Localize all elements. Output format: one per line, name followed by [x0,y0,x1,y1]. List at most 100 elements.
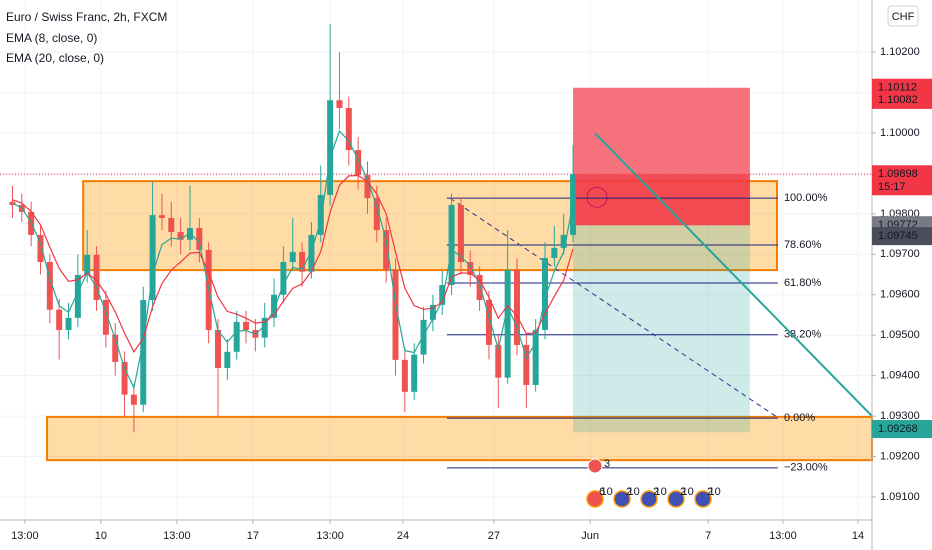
candle-body [215,329,221,368]
event-count: 6 [599,486,605,498]
candle-body [243,321,250,330]
trend-line [594,132,873,417]
event-count: 2 [653,486,659,498]
event-icon [667,490,685,508]
event-count: 10 [628,486,640,498]
event-count: 2 [707,486,713,498]
fib-label: −23.00% [784,462,828,474]
event-count: 3 [604,458,610,470]
candle-body [102,300,109,335]
candle-body [448,205,455,286]
candle-body [355,150,362,176]
candle-body [140,300,147,405]
x-tick-label: 24 [397,530,409,542]
price-label: 1.10112 [878,82,917,94]
legend-entry: EMA (8, close, 0) [6,31,97,45]
candle-body [224,351,231,368]
x-tick-label: 7 [705,530,711,542]
candle-body [308,234,315,272]
candle-body [457,205,464,263]
candle-body [560,234,567,248]
dashed-line [449,197,779,419]
fib-label: 100.00% [784,192,828,204]
ema-line [12,129,574,390]
candle-body [37,234,44,263]
candle-body [299,251,306,272]
fib-label: 38.20% [784,329,822,341]
legend-entry: EMA (20, close, 0) [6,51,104,65]
price-label-bg [872,90,932,109]
candle-body [542,257,548,330]
candle-body [196,228,203,250]
candle-body [149,215,156,301]
candle-body [9,201,16,206]
candle-body [93,254,100,301]
candle-body [74,274,81,318]
x-tick-label: 13:00 [11,530,39,542]
candle-body [168,217,175,233]
ema-line [12,174,574,353]
event-count: 10 [709,486,721,498]
y-tick-label: 1.09300 [880,410,920,422]
x-tick-label: 10 [95,530,107,542]
event-icon [694,490,712,508]
price-label: 1.09745 [878,230,918,242]
currency-box[interactable] [887,5,919,27]
candle-body [485,300,492,345]
price-label: 1.09268 [878,423,918,435]
candle-body [56,309,63,330]
x-tick-label: 17 [247,530,259,542]
candle-body [112,334,119,362]
y-tick-label: 1.09500 [880,329,920,341]
candle-body [177,232,184,240]
candle-body [467,262,474,275]
chart-title: Euro / Swiss Franc, 2h, FXCM [6,10,167,24]
candle-body [373,198,380,231]
candle-body [504,269,511,378]
x-tick-label: 13:00 [769,530,797,542]
y-tick-label: 1.09100 [880,491,920,503]
event-count: 2 [626,486,632,498]
candle-body [271,294,278,318]
candle-body [65,317,72,330]
candle-body [261,317,268,338]
axes: 1.09100 1.09200 1.09300 1.09400 1.09500 1.096… [11,46,932,542]
event-icon [587,458,603,474]
fib-label: 78.60% [784,239,822,251]
candle-body [327,100,334,195]
y-tick-label: 1.09200 [880,450,920,462]
currency[interactable]: CHF [892,11,915,23]
event-icon [586,490,604,508]
price-label-bg [872,165,932,196]
candle-body [233,321,240,352]
drawings: 100.00%78.60%61.80%38.20%0.00%−23.00%361… [46,87,874,508]
x-tick-label: 13:00 [163,530,191,542]
price-label-bg [872,227,932,246]
candle-body [495,344,502,378]
candle-body [401,359,408,392]
candle-body [364,175,371,199]
x-tick-label: 14 [852,530,864,542]
candle-body [336,100,343,108]
y-tick-label: 1.09400 [880,370,920,382]
y-tick-label: 1.10200 [880,46,920,58]
candle-body [317,194,324,235]
candle-body [420,319,427,355]
x-tick-label: 13:00 [316,530,344,542]
candle-body [513,269,520,345]
zone [46,415,874,462]
candle-body [130,394,137,405]
price-label: 1.09898 [878,168,918,180]
y-tick-label: 1.09700 [880,248,920,260]
price-label-bg [872,420,932,439]
candle-body [158,215,165,218]
candle-body [439,285,446,305]
candle-body [551,247,558,258]
event-count: 2 [680,486,686,498]
y-tick-label: 1.10000 [880,127,920,139]
candle-body [476,274,483,301]
target-zone [573,225,750,433]
countdown: 15:17 [878,181,906,193]
fib-label: 61.80% [784,277,822,289]
